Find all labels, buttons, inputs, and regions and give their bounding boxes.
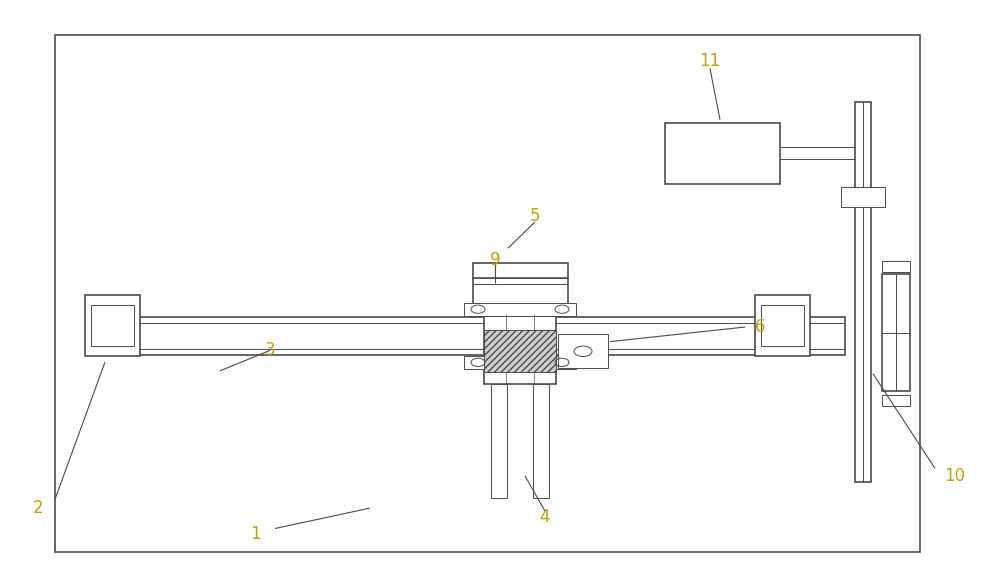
Bar [761,305,804,346]
Bar [473,263,568,278]
Bar [464,356,576,369]
Text: 1: 1 [250,526,260,543]
Bar [855,102,871,482]
Text: 9: 9 [490,251,500,269]
Bar [484,314,556,384]
Bar [464,303,576,315]
Bar [55,35,920,552]
Bar [476,279,564,312]
Text: 3: 3 [265,342,275,359]
Bar [85,295,140,356]
Bar [882,395,910,406]
Bar [91,305,134,346]
Bar [533,384,549,498]
Bar [105,317,845,355]
Bar [475,264,566,277]
Bar [841,187,885,207]
Bar [107,318,843,354]
Bar [484,331,556,373]
Text: 2: 2 [33,499,43,517]
Text: 6: 6 [755,318,765,336]
Text: 10: 10 [944,467,966,485]
Bar [665,123,780,184]
Bar [473,278,568,314]
Text: 11: 11 [699,53,721,70]
Bar [558,334,608,369]
Bar [882,274,910,391]
Bar [755,295,810,356]
Text: 5: 5 [530,207,540,225]
Bar [882,261,910,272]
Bar [491,384,507,498]
Text: 4: 4 [540,508,550,526]
